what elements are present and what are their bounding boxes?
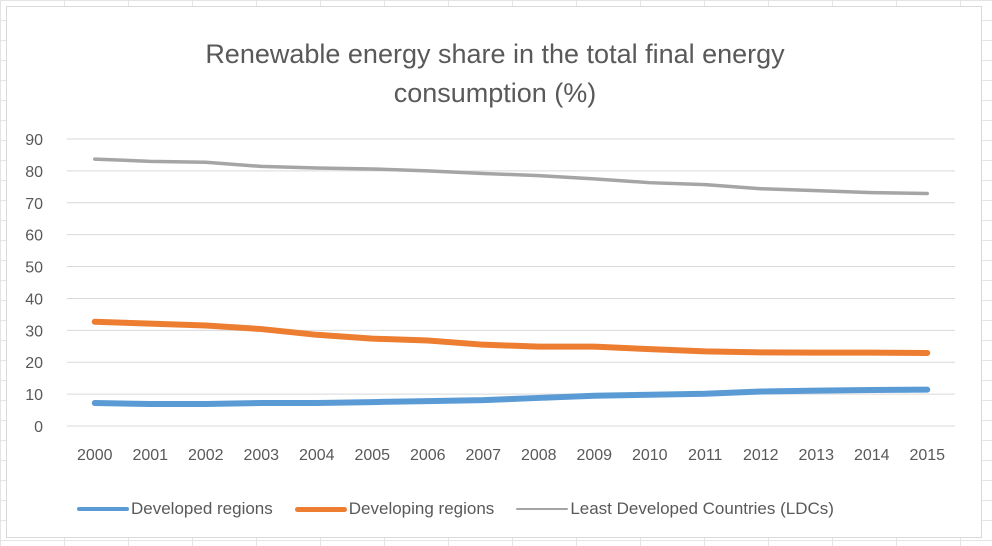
y-tick-label: 90 (25, 132, 43, 149)
y-tick-label: 50 (25, 260, 43, 277)
plot-area: 0 10 20 30 40 50 60 70 80 90 2000 2001 2002 2003 2004 2… (25, 132, 955, 464)
chart-title-line-2: consumption (%) (393, 78, 597, 108)
series-line-2 (93, 157, 929, 196)
x-tick-label: 2005 (354, 447, 390, 464)
x-tick-label: 2003 (243, 447, 279, 464)
legend-label: Least Developed Countries (LDCs) (570, 499, 834, 518)
legend-swatch (294, 506, 347, 512)
y-tick-label: 70 (25, 196, 43, 213)
x-tick-label: 2004 (299, 447, 335, 464)
legend-swatch (77, 507, 129, 511)
series-line-1 (91, 318, 931, 356)
x-tick-label: 2015 (909, 447, 945, 464)
legend-item-2[interactable]: Least Developed Countries (LDCs) (516, 499, 834, 519)
x-tick-label: 2010 (632, 447, 668, 464)
x-tick-label: 2006 (410, 447, 446, 464)
legend-swatch (516, 507, 569, 511)
chart-title-line-1: Renewable energy share in the total fina… (205, 39, 785, 69)
y-tick-label: 30 (25, 323, 43, 340)
legend-label: Developed regions (131, 499, 273, 518)
x-tick-label: 2009 (576, 447, 612, 464)
x-tick-label: 2001 (132, 447, 168, 464)
x-tick-label: 2011 (688, 447, 723, 464)
series-line-0 (91, 386, 931, 407)
x-tick-label: 2002 (188, 447, 224, 464)
x-tick-label: 2013 (798, 447, 834, 464)
y-tick-label: 80 (25, 164, 43, 181)
y-tick-label: 0 (34, 419, 43, 436)
x-tick-label: 2007 (465, 447, 501, 464)
y-tick-label: 10 (25, 387, 43, 404)
legend-item-1[interactable]: Developing regions (294, 499, 495, 519)
chart-area[interactable]: Renewable energy share in the total fina… (6, 6, 982, 538)
y-tick-label: 20 (25, 355, 43, 372)
x-tick-label: 2012 (743, 447, 779, 464)
y-tick-label: 60 (25, 228, 43, 245)
chart-legend[interactable]: Developed regions Developing regions Least… (77, 497, 856, 521)
legend-item-0[interactable]: Developed regions (77, 499, 273, 519)
x-tick-label: 2008 (521, 447, 557, 464)
chart-title: Renewable energy share in the total fina… (7, 35, 983, 113)
x-tick-label: 2000 (77, 447, 113, 464)
y-tick-label: 40 (25, 291, 43, 308)
legend-label: Developing regions (348, 499, 495, 518)
x-tick-label: 2014 (854, 447, 890, 464)
